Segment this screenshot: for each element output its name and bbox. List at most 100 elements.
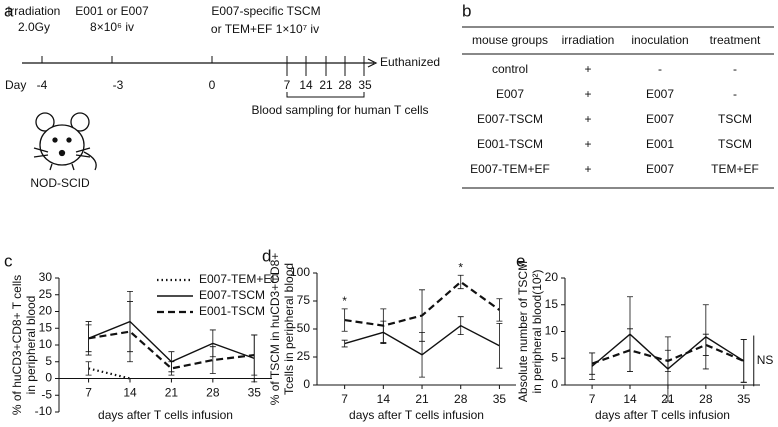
y-axis-label: % of TSCM in huCD3+CD8+: [268, 253, 282, 406]
error-bar: [85, 324, 92, 353]
table-header: inoculation: [631, 33, 688, 47]
series-line: [88, 367, 131, 380]
table-cell: E007: [646, 162, 674, 176]
error-bar: [168, 361, 175, 376]
table-cell: TEM+EF: [711, 162, 759, 176]
table-cell: +: [584, 62, 591, 76]
x-tick-label: 14: [123, 386, 137, 400]
x-tick-label: 7: [85, 386, 92, 400]
day: 0: [209, 78, 216, 92]
x-axis-label: days after T cells infusion: [98, 408, 233, 422]
error-bar: [740, 339, 747, 383]
y-tick-label: 10: [545, 324, 559, 338]
error-bar: [209, 346, 216, 374]
y-axis-label: % of huCD3+CD8+ T cells: [10, 275, 24, 415]
y-tick-label: 75: [297, 293, 311, 307]
event-label: 8×10⁶ iv: [90, 20, 134, 34]
y-tick-label: 20: [545, 270, 559, 284]
series-line: [344, 324, 500, 356]
x-tick-label: 28: [699, 392, 713, 406]
y-tick-label: 30: [39, 270, 53, 284]
x-axis-label: days after T cells infusion: [595, 408, 730, 422]
x-tick-label: 28: [206, 386, 220, 400]
legend-label: E007-TSCM: [199, 288, 265, 302]
mouse-icon: [33, 112, 97, 171]
table-cell: E007: [646, 87, 674, 101]
error-bar: [702, 333, 709, 356]
event-label: 2.0Gy: [18, 20, 50, 34]
table-cell: E007: [496, 87, 524, 101]
series-line: [88, 330, 255, 370]
error-bar: [127, 301, 133, 363]
table-rules: [462, 26, 774, 189]
panel-letter: d: [262, 246, 271, 265]
day: 35: [358, 78, 372, 92]
y-tick-label: 0: [303, 377, 310, 391]
y-axis-label: in peripheral blood(10²): [530, 269, 544, 393]
sampling-label: Blood sampling for human T cells: [252, 103, 429, 117]
panel-letter: a: [4, 1, 14, 20]
x-tick-label: 35: [737, 392, 751, 406]
y-tick-label: 100: [290, 265, 310, 279]
table: mouse groups irradiation inoculation treatm…: [470, 33, 761, 176]
event-label: or TEM+EF 1×10⁷ iv: [211, 22, 319, 36]
table-cell: +: [584, 137, 591, 151]
table-cell: +: [584, 112, 591, 126]
event-label: irradiation: [8, 4, 61, 18]
error-bar: [589, 352, 596, 375]
day: 7: [284, 78, 291, 92]
event-label: E007-specific TSCM: [211, 4, 320, 18]
table-cell: TSCM: [718, 137, 752, 151]
y-tick-label: -10: [35, 404, 53, 418]
table-cell: E007: [646, 112, 674, 126]
table-header: treatment: [710, 33, 761, 47]
y-tick-label: 5: [551, 350, 558, 364]
event-label: Euthanized: [380, 55, 440, 69]
error-bar: [457, 274, 464, 290]
y-tick-label: 25: [39, 287, 53, 301]
y-tick-label: 50: [297, 321, 311, 335]
day: -4: [37, 78, 48, 92]
y-tick-label: 0: [551, 377, 558, 391]
y-tick-label: -5: [41, 387, 52, 401]
annotation: *: [458, 260, 463, 274]
x-tick-label: 21: [415, 392, 429, 406]
y-tick-label: 15: [545, 297, 559, 311]
mouse-label: NOD-SCID: [30, 176, 90, 190]
day-label: Day: [5, 78, 26, 92]
panel-letter: c: [4, 251, 13, 270]
legend-label: E007-TEM+EF: [199, 272, 279, 286]
series-line: [591, 343, 745, 365]
series-line: [344, 280, 501, 327]
day: 28: [338, 78, 352, 92]
panel-letter: e: [516, 251, 525, 270]
event-label: E001 or E007: [75, 4, 149, 18]
annotation: *: [342, 294, 347, 308]
y-axis-label: Absolute number of TSCM: [516, 261, 530, 402]
table-cell: control: [492, 62, 528, 76]
table-cell: E001: [646, 137, 674, 151]
error-bar: [496, 298, 503, 322]
y-tick-label: 25: [297, 349, 311, 363]
timeline: [22, 56, 378, 98]
y-tick-label: 20: [39, 304, 53, 318]
error-bar: [496, 323, 503, 369]
table-cell: TSCM: [718, 112, 752, 126]
day: 21: [319, 78, 333, 92]
table-cell: +: [584, 162, 591, 176]
x-tick-label: 7: [589, 392, 596, 406]
table-header: irradiation: [562, 33, 615, 47]
x-tick-label: 7: [341, 392, 348, 406]
error-bar: [85, 361, 92, 376]
table-cell: +: [584, 87, 591, 101]
y-tick-label: 10: [39, 337, 53, 351]
x-tick-label: 14: [623, 392, 637, 406]
day: -3: [113, 78, 124, 92]
annotation: NS: [757, 353, 774, 367]
y-axis-label: in peripheral blood: [24, 296, 38, 395]
table-cell: -: [733, 62, 737, 76]
table-cell: E007-TEM+EF: [470, 162, 550, 176]
panel-letter: b: [462, 1, 471, 20]
